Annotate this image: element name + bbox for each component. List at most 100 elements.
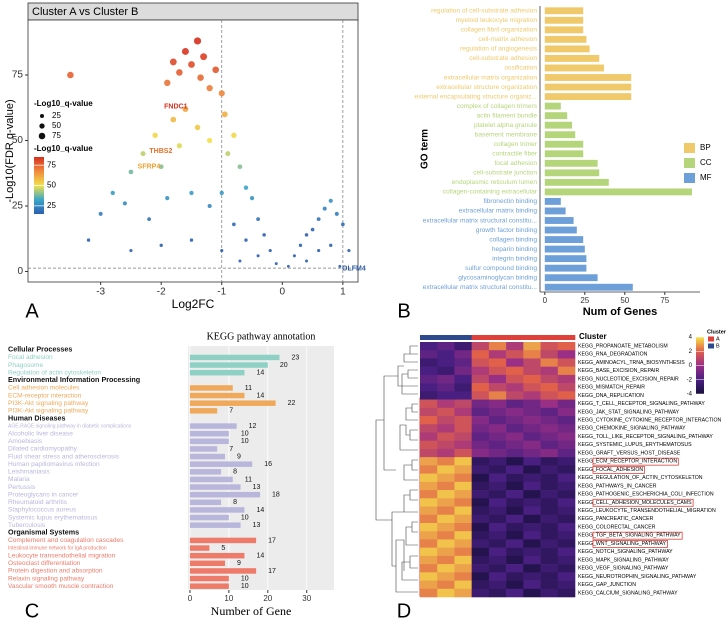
category-label: cell-matrix adhesion — [478, 36, 537, 43]
point — [165, 196, 170, 201]
point — [67, 71, 74, 79]
heatmap-cell — [420, 539, 438, 548]
cluster-annotation — [454, 335, 472, 340]
heatmap-cell — [437, 506, 455, 516]
category-label: extracellular matrix structural constitu… — [423, 217, 537, 224]
value-label: 7 — [229, 446, 233, 453]
point — [316, 217, 321, 222]
bar — [544, 226, 577, 234]
x-tick-label: 10 — [224, 594, 233, 603]
heatmap-cell — [471, 342, 490, 351]
colorbar-label: 75 — [47, 160, 56, 169]
row-label: KEGG_PANCREATIC_CANCER — [578, 516, 654, 522]
heatmap-cell — [437, 514, 455, 524]
heatmap-cell — [540, 547, 559, 557]
heatmap-cell — [471, 514, 490, 524]
bar — [544, 102, 561, 110]
bar — [189, 568, 257, 574]
heatmap-cell — [506, 473, 524, 483]
cluster-annotation — [471, 335, 490, 340]
heatmap-cell — [488, 473, 507, 483]
category-label: Staphylococcus aureus — [8, 507, 77, 514]
bar — [189, 362, 268, 368]
heatmap-cell — [540, 432, 559, 442]
x-axis-label: Num of Genes — [583, 306, 658, 318]
heatmap-cell — [506, 481, 524, 491]
heatmap-cell — [523, 531, 541, 540]
x-tick-label: -2 — [157, 287, 166, 298]
point — [238, 259, 242, 263]
heatmap-cell — [506, 564, 524, 573]
bar — [544, 55, 600, 62]
heatmap-cell — [437, 391, 455, 400]
bar — [544, 26, 584, 34]
bar — [189, 400, 276, 406]
heatmap-cell — [437, 399, 455, 409]
category-label: regulation of angiogenesis — [460, 46, 538, 53]
heatmap-cell — [506, 448, 524, 458]
row-label: KEGG_TOLL_LIKE_RECEPTOR_SIGNALING_PATHWA… — [578, 434, 713, 440]
heatmap-cell — [471, 374, 490, 384]
value-label: 11 — [245, 476, 252, 483]
legend-swatch — [708, 343, 714, 349]
heatmap-cell — [454, 531, 472, 540]
bar — [189, 522, 241, 528]
row-label: KEGG_CELL_ADHESION_MOLECULES_CAMS — [578, 500, 692, 506]
point — [305, 259, 309, 263]
heatmap-cell — [420, 572, 438, 581]
category-label: external encapsulating structure organiz… — [415, 93, 538, 100]
colorbar-label: 2 — [689, 349, 693, 355]
point — [189, 190, 194, 196]
category-label: contractile fiber — [492, 151, 538, 158]
heatmap-cell — [454, 440, 472, 450]
heatmap-cell — [420, 440, 438, 450]
value-label: 13 — [253, 522, 261, 529]
chart-title: KEGG pathway annotation — [207, 331, 316, 342]
heatmap-cell — [540, 588, 559, 598]
heatmap-cell — [454, 522, 472, 532]
cluster-annotation — [437, 335, 455, 340]
point — [221, 111, 228, 118]
colorbar-label: 25 — [47, 201, 56, 210]
heatmap-cell — [523, 564, 541, 573]
bar — [189, 514, 229, 521]
heatmap-cell — [523, 374, 541, 384]
x-tick-label: 0 — [188, 594, 193, 603]
heatmap-cell — [471, 448, 490, 458]
point — [159, 243, 163, 247]
heatmap-cell — [523, 457, 541, 466]
value-label: 18 — [272, 492, 280, 499]
row-label: KEGG_REGULATION_OF_ACTIN_CYTOSKELETON — [578, 475, 703, 481]
heatmap-cell — [488, 391, 507, 400]
row-label: KEGG_JAK_STAT_SIGNALING_PATHWAY — [578, 409, 680, 415]
heatmap-cell — [523, 514, 541, 524]
heatmap-cell — [557, 588, 576, 598]
group-header: Environmental Information Processing — [8, 375, 140, 384]
heatmap-cell — [523, 465, 541, 474]
point — [243, 185, 249, 190]
heatmap-cell — [454, 383, 472, 392]
heatmap-cell — [540, 490, 559, 499]
point — [176, 143, 182, 149]
heatmap-cell — [471, 522, 490, 532]
row-label: KEGG_PATHWAYS_IN_CANCER — [578, 483, 657, 489]
bar — [544, 16, 584, 24]
heatmap-cell — [454, 457, 472, 466]
bar — [544, 83, 632, 91]
heatmap-cell — [523, 399, 541, 409]
point — [164, 79, 171, 87]
heatmap-cell — [488, 457, 507, 466]
heatmap-cell — [454, 490, 472, 499]
point — [232, 222, 236, 227]
heatmap-cell — [420, 588, 438, 598]
heatmap-cell — [540, 539, 559, 548]
category-label: Intestinal immune network for IgA produc… — [8, 545, 107, 551]
heatmap-cell — [557, 465, 576, 474]
heatmap-cell — [437, 383, 455, 392]
bar — [189, 575, 229, 582]
heatmap-cell — [488, 498, 507, 507]
legend-swatch — [684, 158, 695, 168]
row-highlight — [592, 457, 679, 466]
heatmap-cell — [471, 358, 490, 367]
heatmap-cell — [420, 383, 438, 392]
